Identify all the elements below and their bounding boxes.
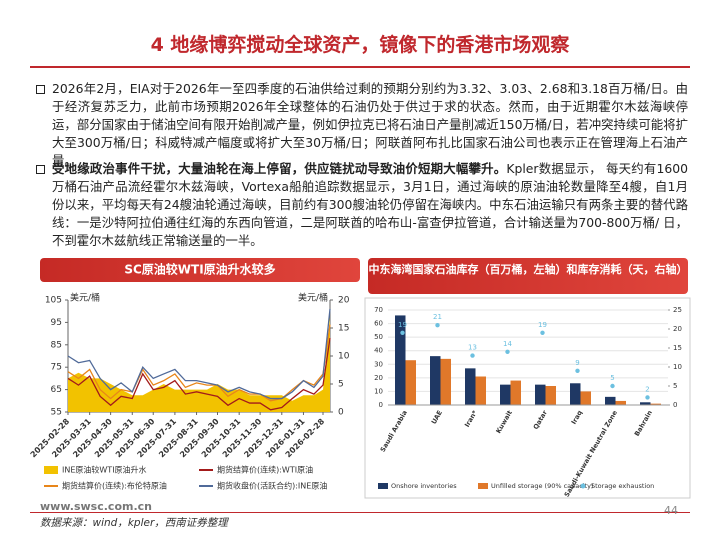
dot [470, 353, 475, 358]
y-tick-label: 95 [51, 318, 62, 328]
y-tick-label: 75 [51, 363, 62, 373]
legend-label: 期货收盘价(活跃合约):INE原油 [217, 481, 327, 491]
dot [400, 330, 405, 335]
legend-swatch [44, 466, 58, 474]
value-label: 19 [538, 321, 547, 329]
x-tick-label: Kuwait [494, 409, 514, 435]
legend-label: Storage exhaustion [591, 482, 654, 490]
bar [430, 356, 441, 405]
y2-tick-label: 10 [338, 352, 350, 362]
dot [505, 349, 510, 354]
line [67, 324, 331, 402]
y2-tick-label: 15 [673, 344, 682, 352]
value-label: 2 [645, 385, 649, 393]
value-label: 13 [468, 344, 477, 352]
bullet: 2026年2月，EIA对于2026年一至四季度的石油供给过剩的预期分别约为3.3… [36, 80, 688, 170]
y2-tick-label: 5 [673, 382, 677, 390]
dot [645, 395, 650, 400]
x-tick-label: Iraq [570, 409, 584, 426]
dot [575, 368, 580, 373]
bar [570, 383, 581, 405]
legend-label: Unfilled storage (90% capacity) [491, 482, 594, 490]
bar [640, 402, 651, 405]
bullet-text: Kpler数据显示， 每天约有1600万桶石油产品流经霍尔木兹海峡，Vortex… [52, 161, 689, 248]
value-label: 5 [610, 374, 614, 382]
y-tick-label: 30 [374, 360, 383, 368]
legend-label: 期货结算价(连续):布伦特原油 [62, 481, 167, 491]
y-tick-label: 50 [374, 333, 383, 341]
y2-tick-label: 20 [673, 325, 682, 333]
y2-tick-label: 5 [338, 380, 344, 390]
panel-title: SC原油较WTI原油升水较多 [124, 262, 275, 277]
bar [500, 384, 511, 405]
area [68, 316, 330, 412]
legend-label: Onshore inventories [391, 482, 457, 490]
panel-frame [364, 297, 691, 499]
bar [475, 376, 486, 405]
y-tick-label: 10 [374, 387, 383, 395]
y-tick-label: 60 [374, 320, 383, 328]
panel-banner [368, 258, 688, 294]
y-tick-label: 70 [374, 306, 383, 314]
bar [615, 400, 626, 405]
x-tick-label: Qatar [532, 408, 550, 431]
bar [405, 360, 416, 405]
bar [440, 358, 451, 405]
y2-axis-label: 美元/桶 [298, 292, 328, 304]
x-tick-label: Iran* [463, 408, 479, 428]
legend-swatch [580, 483, 586, 489]
y-tick-label: 20 [374, 374, 383, 382]
y-tick-label: 0 [379, 401, 383, 409]
y2-tick-label: 0 [338, 408, 344, 418]
legend-swatch [478, 483, 488, 489]
x-tick-label: UAE [430, 409, 444, 426]
y2-tick-label: 15 [338, 324, 349, 334]
title-rule [30, 66, 690, 68]
page-number: 44 [664, 504, 678, 517]
value-label: 19 [398, 321, 407, 329]
dot [435, 323, 440, 328]
y2-tick-label: 20 [338, 296, 350, 306]
line [67, 337, 331, 411]
bar [650, 403, 661, 405]
y-tick-label: 40 [374, 347, 383, 355]
footer-url: www.swsc.com.cn [40, 500, 152, 513]
bar [465, 368, 476, 405]
legend-swatch [378, 483, 388, 489]
bar [605, 396, 616, 405]
y2-tick-label: 10 [673, 363, 682, 371]
footer-rule [30, 512, 690, 513]
bullet-bold: 受地缘政治事件干扰，大量油轮在海上停留，供应链扰动导致油价短期大幅攀升。 [52, 161, 507, 176]
dot [540, 330, 545, 335]
bullet-text: 2026年2月，EIA对于2026年一至四季度的石油供给过剩的预期分别约为3.3… [52, 81, 688, 168]
panel-title: 中东海湾国家石油库存（百万桶，左轴）和库存消耗（天，右轴） [369, 262, 688, 276]
value-label: 9 [575, 359, 579, 367]
bar [510, 380, 521, 405]
line [67, 308, 331, 400]
legend-label: INE原油较WTI原油升水 [62, 465, 147, 475]
y-tick-label: 65 [51, 385, 62, 395]
source-note: 数据来源：wind，kpler，西南证券整理 [40, 517, 228, 529]
bullet: 受地缘政治事件干扰，大量油轮在海上停留，供应链扰动导致油价短期大幅攀升。Kple… [36, 160, 689, 250]
y-tick-label: 105 [45, 296, 62, 306]
dot [610, 383, 615, 389]
bar [545, 386, 556, 405]
bar [535, 384, 546, 405]
panel-banner [40, 258, 360, 282]
legend-label: 期货结算价(连续):WTI原油 [217, 465, 313, 475]
bar [395, 315, 406, 405]
bar [580, 391, 591, 405]
x-tick-label: Bahrain [633, 409, 654, 438]
y-tick-label: 55 [51, 408, 62, 418]
value-label: 14 [503, 340, 512, 348]
slide-title: 4 地缘博弈搅动全球资产，镜像下的香港市场观察 [150, 34, 570, 56]
y-tick-label: 85 [51, 340, 62, 350]
y2-tick-label: 0 [673, 401, 677, 409]
value-label: 21 [433, 313, 442, 321]
x-tick-label: Saudi Arabia [379, 409, 409, 453]
y-axis-label: 美元/桶 [70, 292, 100, 304]
y2-tick-label: 25 [673, 306, 682, 314]
